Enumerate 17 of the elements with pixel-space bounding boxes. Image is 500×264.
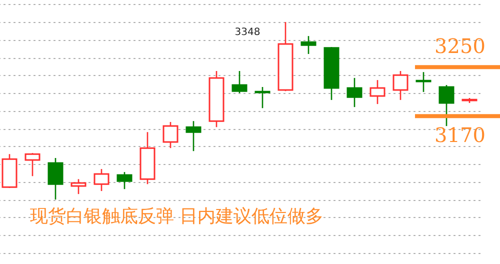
candlestick [94, 168, 110, 192]
candlestick [70, 178, 86, 195]
candlestick [48, 157, 64, 200]
candlestick [116, 171, 132, 190]
candlestick [300, 35, 316, 55]
candlestick [392, 70, 408, 101]
candlestick [232, 70, 248, 94]
candlestick [24, 152, 40, 177]
candlestick [438, 84, 454, 127]
annotation: 3348 [234, 27, 260, 38]
candlestick [370, 79, 386, 105]
candlestick [346, 77, 362, 108]
text: 现货白银触底反弹 日内建议低位做多 [30, 206, 324, 227]
annotation: 3250 [434, 34, 486, 58]
candlestick [162, 121, 178, 149]
candlestick [186, 120, 202, 152]
annotation: 3170 [434, 123, 486, 148]
